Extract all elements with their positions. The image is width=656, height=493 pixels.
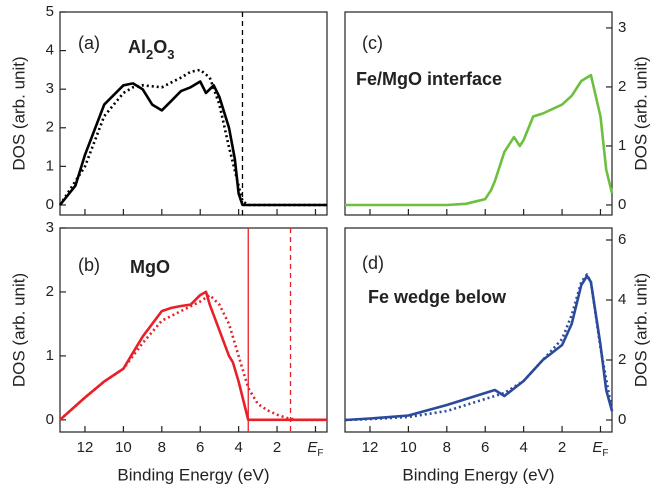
- panel-label: (d): [362, 253, 384, 273]
- y-axis-label: DOS (arb. unit): [9, 56, 28, 170]
- y-tick-label: 3: [46, 80, 54, 97]
- panel: 0 1 2 3 4 5 DOS (arb. unit) (a) Al2O3: [9, 3, 328, 216]
- y-tick-label: 2: [46, 283, 54, 300]
- x-tick-label: 4: [234, 439, 242, 456]
- y-tick-label: 0: [618, 196, 626, 213]
- y-tick-label: 3: [46, 219, 54, 236]
- x-axis-label: Binding Energy (eV): [117, 465, 269, 484]
- y-tick-label: 0: [46, 196, 54, 213]
- dos-curve: [58, 68, 327, 207]
- panel-label: (a): [78, 33, 100, 53]
- x-tick-label: 4: [519, 439, 527, 456]
- y-tick-label: 3: [618, 19, 626, 36]
- x-tick-label: 6: [481, 439, 489, 456]
- dos-curve: [345, 73, 614, 207]
- y-tick-label: 2: [618, 351, 626, 368]
- x-tick-label: 12: [362, 439, 379, 456]
- x-tick-label: 10: [400, 439, 417, 456]
- x-tick-label: 2: [273, 439, 281, 456]
- dos-curve: [58, 80, 327, 207]
- plot-frame: [59, 227, 328, 433]
- panel-title: Al2O3: [128, 37, 174, 62]
- dos-curve: [59, 293, 327, 422]
- y-tick-label: 5: [46, 3, 54, 20]
- x-tick-label: 2: [558, 439, 566, 456]
- panel-title: Fe/MgO interface: [356, 69, 502, 89]
- plot-frame: [344, 227, 613, 433]
- y-tick-label: 1: [46, 347, 54, 364]
- panel-label: (b): [78, 255, 100, 275]
- x-tick-label: 12: [77, 439, 94, 456]
- y-tick-label: 6: [618, 231, 626, 248]
- plot-frame: [344, 11, 613, 216]
- x-tick-label: EF: [592, 439, 608, 459]
- y-tick-label: 4: [46, 42, 54, 59]
- plot-frame: [59, 11, 328, 216]
- dos-curve: [344, 273, 614, 422]
- y-tick-label: 2: [46, 119, 54, 136]
- dos-curve: [59, 290, 327, 422]
- panel: 12 10 8 6 4 2 EF 0 2 4 6 DOS (arb. unit) Binding Ene…: [344, 227, 650, 484]
- y-tick-label: 0: [46, 411, 54, 428]
- x-tick-label: EF: [307, 439, 323, 459]
- y-axis-label: DOS (arb. unit): [9, 273, 28, 387]
- panel-title: Fe wedge below: [368, 287, 507, 307]
- x-tick-label: 6: [196, 439, 204, 456]
- y-tick-label: 1: [618, 137, 626, 154]
- x-tick-label: 8: [443, 439, 451, 456]
- y-tick-label: 1: [46, 157, 54, 174]
- y-tick-label: 4: [618, 291, 626, 308]
- y-tick-label: 0: [618, 411, 626, 428]
- y-tick-label: 2: [618, 78, 626, 95]
- x-tick-label: 8: [158, 439, 166, 456]
- panel: 0 1 2 3 DOS (arb. unit) (c) Fe/MgO interface: [344, 11, 650, 216]
- y-axis-label: DOS (arb. unit): [631, 273, 650, 387]
- x-axis-label: Binding Energy (eV): [402, 465, 554, 484]
- panel-title: MgO: [130, 257, 170, 277]
- x-tick-label: 10: [115, 439, 132, 456]
- panel-label: (c): [362, 33, 383, 53]
- y-axis-label: DOS (arb. unit): [631, 56, 650, 170]
